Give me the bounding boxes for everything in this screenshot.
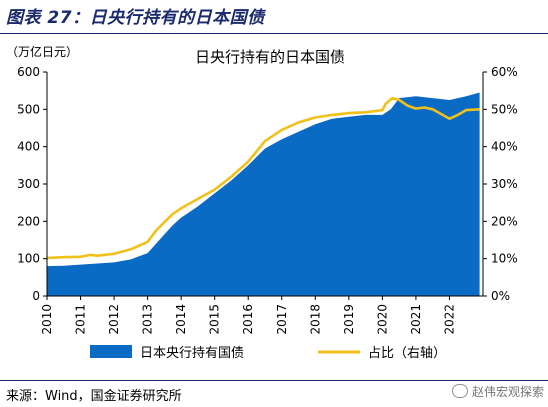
- plot-area: [46, 92, 480, 296]
- right-tick-label: 50%: [491, 102, 518, 116]
- left-tick-label: 300: [17, 177, 40, 191]
- source-divider: [0, 380, 548, 381]
- right-tick-label: 10%: [491, 252, 518, 266]
- right-tick-label: 20%: [491, 214, 518, 228]
- series-area-holdings: [47, 92, 480, 296]
- right-tick-label: 40%: [491, 140, 518, 154]
- x-tick-label: 2012: [107, 304, 121, 335]
- x-tick-label: 2013: [141, 304, 155, 335]
- left-tick-label: 600: [17, 65, 40, 79]
- figure-title: 图表 27：日央行持有的日本国债: [6, 8, 265, 28]
- legend-swatch-area: [90, 345, 132, 358]
- chart: 日央行持有的日本国债 （万亿日元） 0 100 200 300 400 500 600 0% 1…: [6, 44, 518, 361]
- left-tick-label: 500: [17, 102, 40, 116]
- chart-title: 日央行持有的日本国债: [195, 48, 345, 66]
- legend-label: 日本央行持有国债: [140, 346, 244, 361]
- x-tick-label: 2011: [74, 304, 88, 335]
- x-tick-label: 2014: [174, 304, 188, 335]
- x-tick-label: 2010: [40, 304, 54, 335]
- x-tick-label: 2015: [208, 304, 222, 335]
- legend-label: 占比（右轴）: [368, 346, 446, 361]
- x-tick-label: 2019: [342, 304, 356, 335]
- x-tick-label: 2018: [308, 304, 322, 335]
- source-note: 来源：Wind，国金证券研究所: [6, 389, 182, 404]
- watermark: 赵伟宏观探索: [451, 383, 544, 400]
- left-tick-label: 100: [17, 252, 40, 266]
- title-divider: [0, 33, 548, 34]
- right-tick-label: 30%: [491, 177, 518, 191]
- legend: 日本央行持有国债 占比（右轴）: [90, 345, 446, 361]
- x-tick-label: 2017: [275, 304, 289, 335]
- right-tick-label: 0%: [491, 289, 510, 303]
- watermark-text: 赵伟宏观探索: [471, 385, 544, 399]
- left-axis-unit-label: （万亿日元）: [6, 44, 78, 59]
- series-line-share: [46, 96, 480, 260]
- x-tick-label: 2016: [241, 304, 255, 335]
- wechat-icon: [451, 384, 468, 398]
- x-tick-label: 2020: [375, 304, 389, 335]
- x-tick-label: 2021: [409, 304, 423, 335]
- left-tick-label: 200: [17, 214, 40, 228]
- right-tick-label: 60%: [491, 65, 518, 79]
- x-tick-label: 2022: [442, 304, 456, 335]
- left-tick-label: 0: [32, 289, 40, 303]
- axes: 0 100 200 300 400 500 600 0% 10% 20% 30% 40% 50% 60% 2…: [17, 65, 518, 335]
- left-tick-label: 400: [17, 140, 40, 154]
